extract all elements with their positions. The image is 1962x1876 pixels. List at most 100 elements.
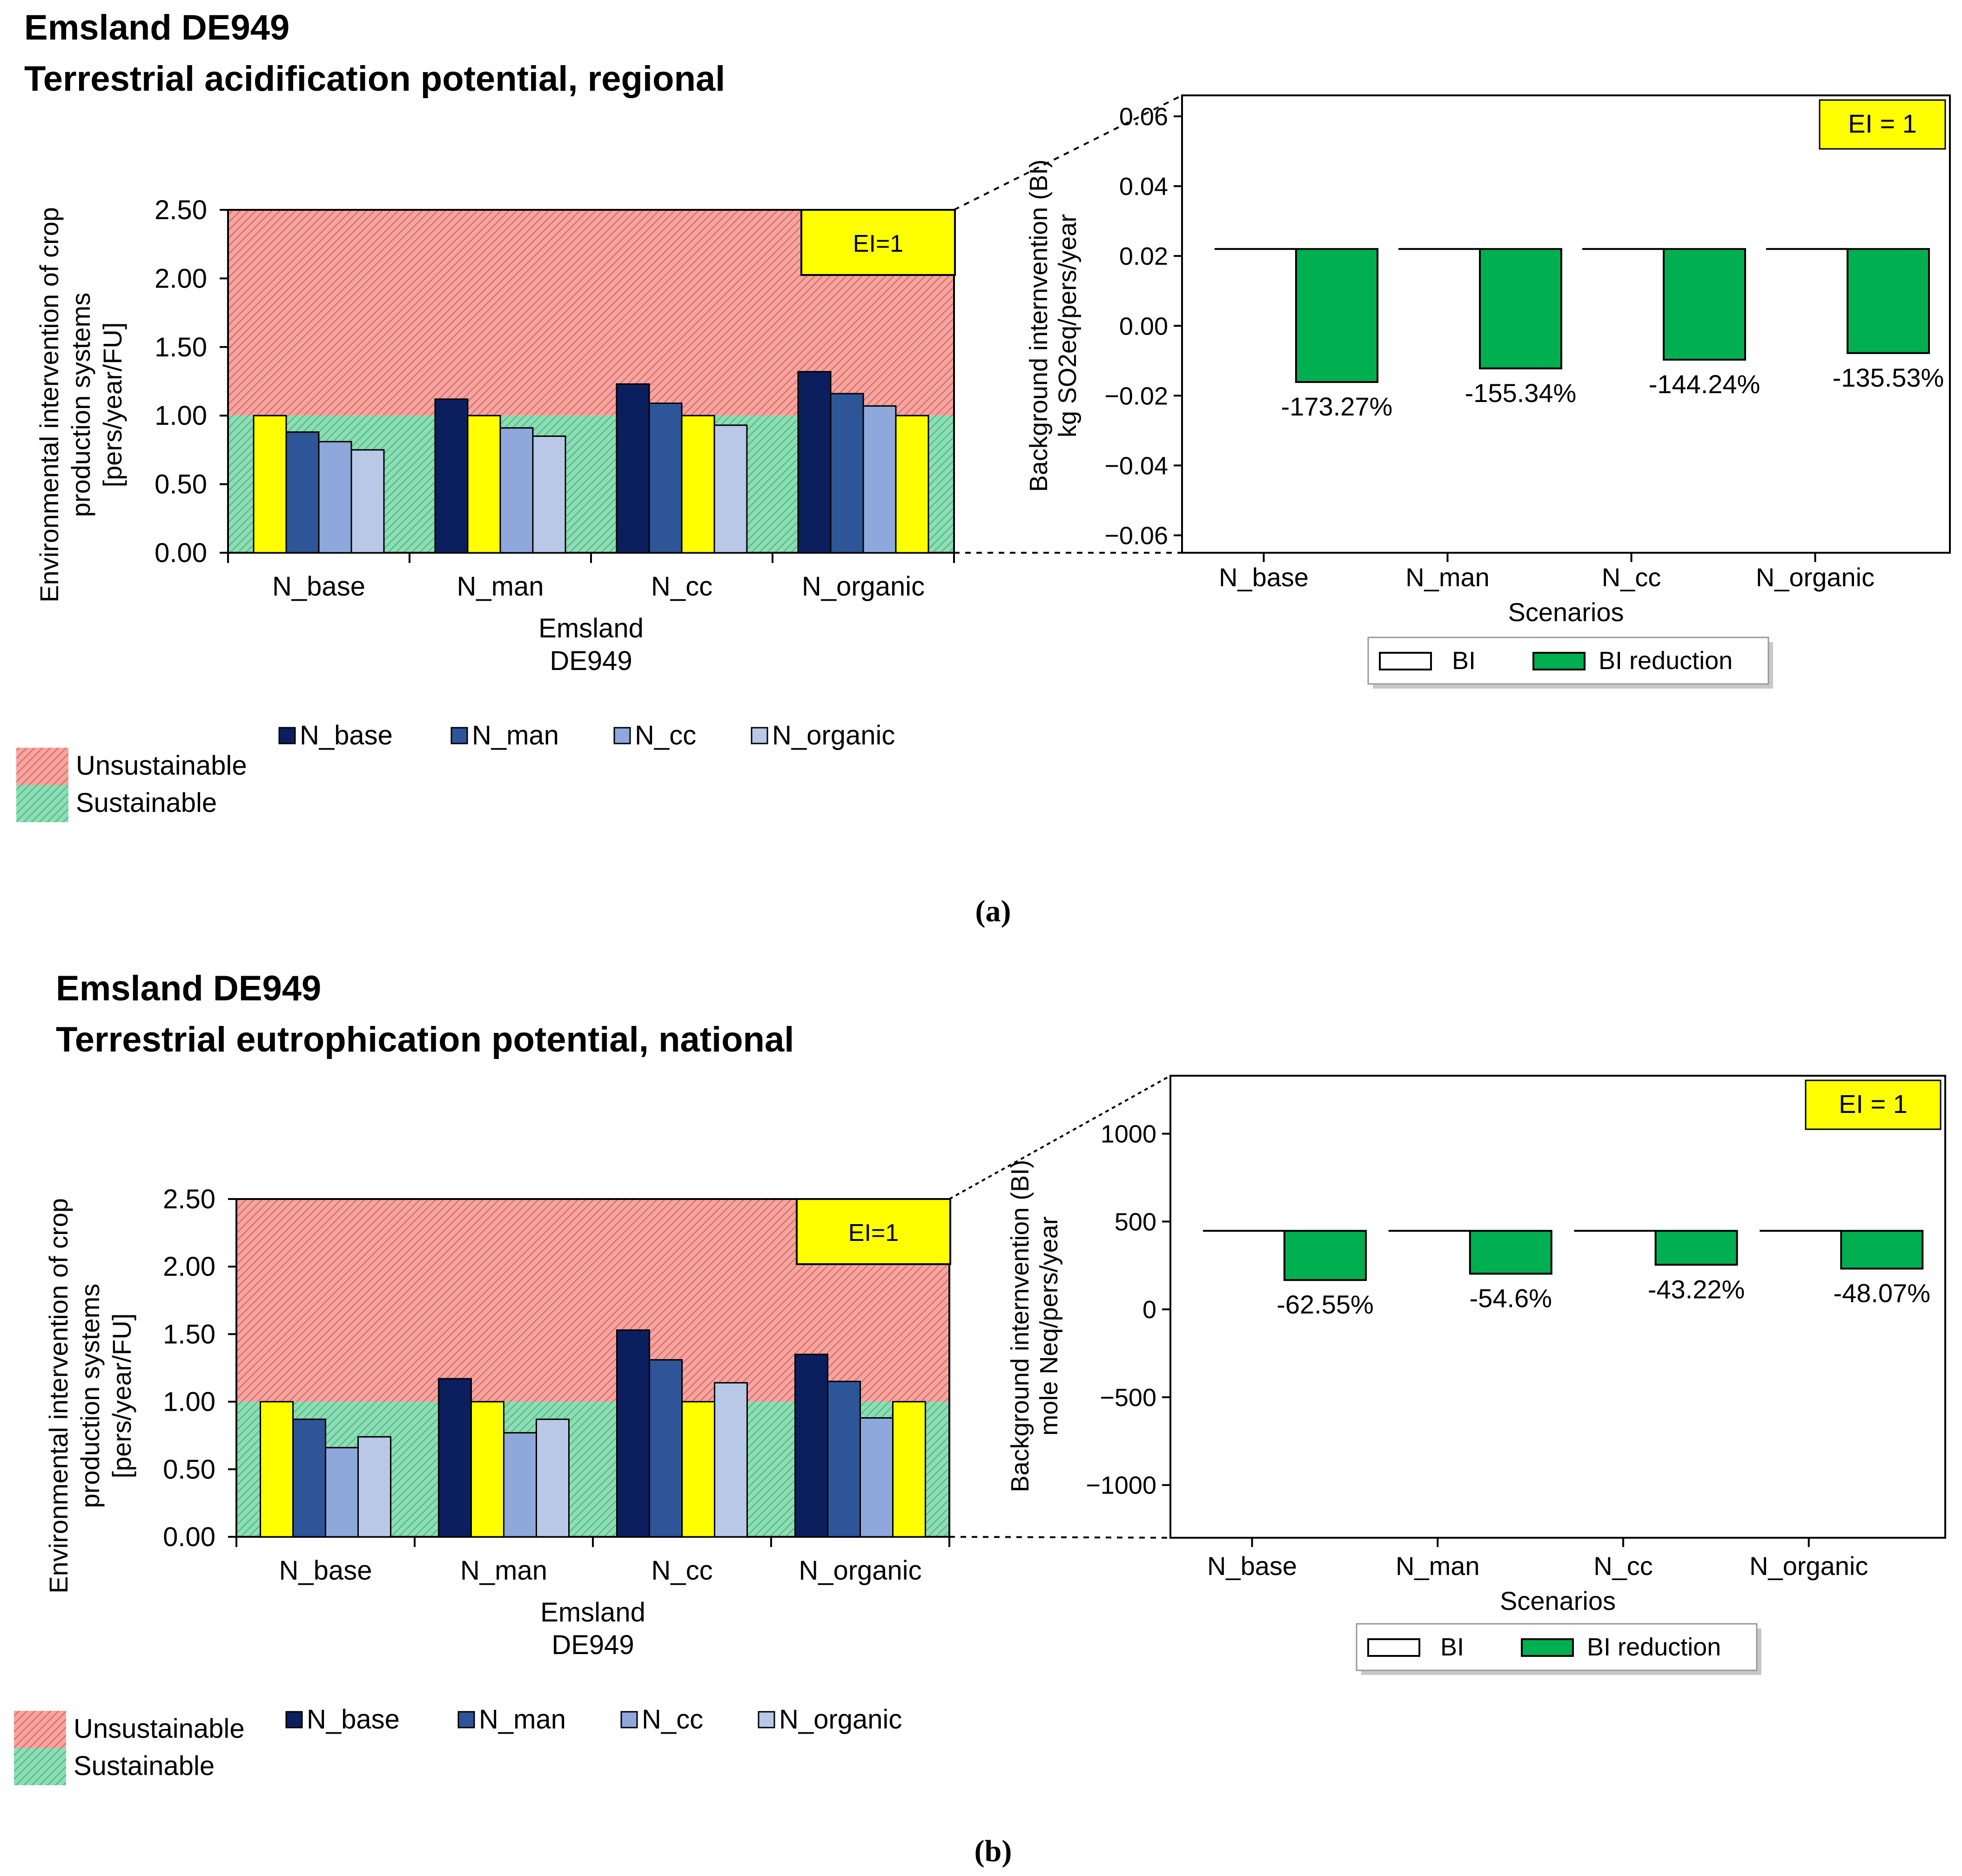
zone-legend-label-sustainable: Sustainable: [74, 1751, 215, 1781]
legend-swatch-bi-reduction: [1521, 1638, 1574, 1657]
zoom-connectors: [949, 94, 1183, 1539]
inset-y-tick-label: −1000: [1086, 1472, 1156, 1500]
x-axis-label-line1: Emsland: [538, 613, 644, 643]
inset-ei-box: [1819, 99, 1946, 150]
bar-n-base-in-n-cc: [616, 1329, 650, 1538]
inset-ei-label: EI = 1: [1839, 1089, 1908, 1119]
legend-swatch-n-cc: [613, 727, 631, 744]
inset-y-tick-label: 0.02: [1119, 242, 1168, 270]
panel-a-title-line2: Terrestrial acidification potential, reg…: [24, 59, 725, 99]
zone-legend-swatch-sustainable: [14, 1748, 66, 1785]
legend-swatch-n-base: [278, 727, 296, 744]
y-tick-label: 2.50: [155, 195, 207, 225]
legend-label-n-man: N_man: [472, 720, 559, 750]
y-axis-label-line2: production systems: [66, 293, 95, 517]
bar-n-organic-in-n-base: [357, 1436, 391, 1538]
x-category-label: N_organic: [802, 571, 925, 602]
legend-swatch-n-base: [285, 1711, 303, 1729]
inset-x-category-label: N_man: [1405, 563, 1490, 592]
bar-n-cc-in-n-cc: [681, 1401, 715, 1538]
zone-legend-swatch-unsustainable: [16, 748, 68, 785]
y-tick-label: 2.00: [163, 1252, 215, 1282]
inset-y-tick-label: 0.06: [1119, 103, 1168, 131]
inset-plot-frame: [1169, 1075, 1946, 1539]
zoom-connector-line: [949, 1075, 1171, 1200]
inset-y-axis-label-line2: kg SO2eq/pers/year: [1054, 214, 1082, 437]
bi-reduction-bar-n-base: [1283, 1230, 1367, 1281]
inset-x-category-label: N_base: [1207, 1551, 1297, 1581]
bar-n-organic-in-n-man: [532, 435, 566, 554]
bi-reduction-bar-n-cc: [1654, 1230, 1738, 1266]
y-tick-label: 1.00: [163, 1387, 215, 1417]
inset-chart-a: EI = 1 −0.06 −0.04 −0.02 0.00 0.02 0.04 0.06 -17…: [1025, 94, 1951, 689]
inset-x-axis-label: Scenarios: [1500, 1586, 1616, 1615]
legend-swatch-n-cc: [620, 1711, 638, 1729]
x-category-label: N_man: [460, 1555, 547, 1586]
legend-swatch-n-man: [457, 1711, 475, 1729]
bi-reduction-bar-n-cc: [1663, 248, 1746, 361]
bar-n-man-in-n-cc: [648, 402, 683, 554]
bar-n-base-in-n-base: [260, 1401, 294, 1538]
main-chart-b: EI=1 0.00 0.50 1.00 1.50 2.00 2.50 N_base N_man N…: [14, 1184, 951, 1785]
bar-n-base-in-n-man: [438, 1378, 472, 1538]
bar-n-organic-in-n-cc: [713, 424, 748, 554]
bar-n-organic-in-n-organic: [895, 415, 929, 554]
y-axis-label-line2: production systems: [75, 1284, 105, 1508]
bar-n-organic-in-n-cc: [714, 1382, 748, 1538]
inset-y-tick-label: −500: [1100, 1384, 1156, 1412]
y-tick-label: 0.00: [155, 538, 207, 568]
zone-legend-swatch-sustainable: [16, 785, 68, 822]
inset-x-category-label: N_organic: [1749, 1551, 1868, 1581]
inset-chart-b: EI = 1 −1000 −500 0 500 1000 -62.55% N_base -54.…: [1006, 1075, 1946, 1675]
y-axis-label-line3: [pers/year/FU]: [98, 322, 127, 488]
bar-n-cc-in-n-base: [325, 1447, 359, 1538]
bar-n-cc-in-n-base: [318, 441, 352, 554]
legend-label-bi: BI: [1440, 1633, 1464, 1661]
inset-x-category-label: N_man: [1396, 1551, 1480, 1581]
inset-x-category-label: N_cc: [1593, 1551, 1653, 1581]
bar-n-organic-in-n-base: [350, 449, 385, 554]
y-axis-label-line1: Environmental intervention of crop: [34, 207, 64, 603]
zone-legend-label-sustainable: Sustainable: [76, 788, 217, 818]
zone-legend-swatch-unsustainable: [14, 1711, 66, 1748]
bi-reduction-bar-n-organic: [1840, 1230, 1924, 1270]
y-tick-label: 2.50: [163, 1184, 215, 1214]
legend-label-n-man: N_man: [479, 1704, 566, 1735]
bar-n-man-in-n-organic: [830, 393, 864, 554]
bar-n-cc-in-n-organic: [862, 405, 897, 554]
bar-n-man-in-n-man: [470, 1401, 504, 1538]
legend-swatch-bi: [1367, 1638, 1420, 1657]
bar-n-cc-in-n-cc: [681, 415, 715, 554]
inset-y-tick-label: 0.04: [1119, 173, 1168, 201]
panel-b-caption: (b): [974, 1834, 1012, 1868]
ei-threshold-label: EI=1: [853, 230, 903, 257]
inset-y-tick-label: −0.06: [1104, 522, 1168, 549]
y-tick-label: 1.50: [163, 1319, 215, 1349]
bar-n-cc-in-n-man: [503, 1432, 537, 1538]
y-tick-label: 1.50: [155, 332, 207, 362]
zone-legend-label-unsustainable: Unsustainable: [74, 1714, 245, 1744]
bar-n-man-in-n-base: [285, 431, 320, 554]
x-category-label: N_organic: [799, 1555, 921, 1586]
legend-label-bi-reduction: BI reduction: [1587, 1633, 1721, 1661]
bi-reduction-label: -173.27%: [1281, 392, 1393, 421]
inset-y-tick-label: −0.02: [1104, 382, 1168, 410]
y-tick-label: 0.50: [155, 469, 207, 500]
y-axis-label-line1: Environmental intervention of crop: [44, 1198, 73, 1594]
bar-n-man-in-n-man: [467, 415, 501, 554]
bar-n-base-in-n-base: [253, 415, 287, 554]
ei-threshold-label: EI=1: [848, 1219, 899, 1246]
zone-legend-label-unsustainable: Unsustainable: [76, 750, 247, 781]
bar-n-man-in-n-base: [292, 1418, 326, 1538]
inset-y-axis-label-line1: Background internvention (BI): [1006, 1160, 1034, 1492]
inset-x-category-label: N_base: [1219, 563, 1309, 592]
x-category-label: N_man: [457, 571, 544, 602]
y-tick-label: 1.00: [155, 401, 207, 431]
bi-reduction-label: -144.24%: [1649, 369, 1760, 399]
inset-y-axis-label-line2: mole Neq/pers/year: [1035, 1216, 1063, 1435]
inset-y-tick-label: −0.04: [1104, 452, 1168, 480]
legend-label-n-base: N_base: [307, 1704, 400, 1735]
x-category-label: N_base: [279, 1555, 372, 1586]
inset-y-axis-label-line1: Background internvention (BI): [1025, 160, 1053, 492]
panel-a-caption: (a): [975, 894, 1011, 928]
